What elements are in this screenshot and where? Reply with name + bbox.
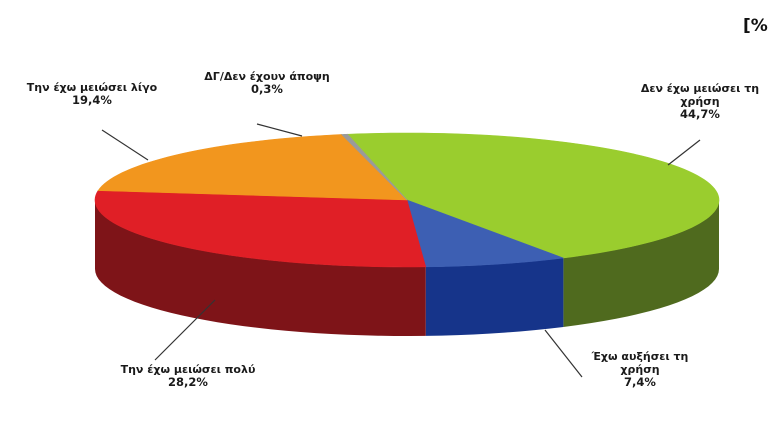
leader-line-3 (101, 129, 149, 161)
slice-value-4: 0,3% (251, 82, 283, 96)
slice-value-3: 19,4% (72, 93, 112, 107)
pie-slice-0 (346, 132, 720, 259)
pie-slice-1 (406, 199, 564, 268)
slice-side-2 (95, 200, 426, 336)
slice-value-0: 44,7% (680, 107, 720, 121)
slice-label-4-line-0: ΔΓ/Δεν έχουν άποψη (204, 70, 329, 83)
corner-label: [% (743, 16, 768, 36)
slice-label-1-line-1: χρήση (620, 363, 659, 376)
leader-line-0 (667, 139, 701, 166)
pie-slice-4 (341, 133, 408, 201)
leader-line-4 (256, 123, 303, 137)
leader-line-1 (544, 329, 583, 378)
slice-value-1: 7,4% (624, 375, 656, 389)
pie-slice-3 (97, 134, 408, 201)
pie-slice-2 (94, 190, 427, 268)
pie-tops (94, 132, 720, 268)
slice-label-3-line-0: Την έχω μειώσει λίγο (27, 81, 158, 94)
slice-label-1-line-0: Έχω αυξήσει τη (591, 350, 689, 363)
slice-label-0-line-1: χρήση (680, 95, 719, 108)
slice-side-0 (563, 200, 719, 327)
slice-side-1 (425, 257, 564, 336)
leader-line-2 (154, 299, 216, 361)
slice-label-0-line-0: Δεν έχω μειώσει τη (641, 82, 759, 95)
leader-lines (101, 123, 701, 378)
pie-sides (95, 200, 719, 336)
slice-value-2: 28,2% (168, 375, 208, 389)
slice-label-2-line-0: Την έχω μειώσει πολύ (121, 363, 256, 376)
